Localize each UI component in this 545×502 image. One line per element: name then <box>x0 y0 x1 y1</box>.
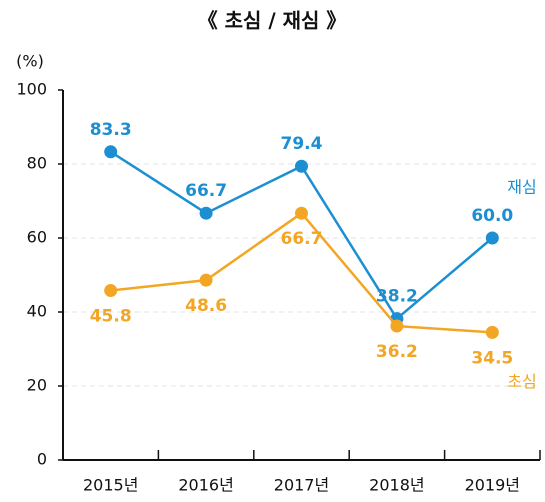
data-label: 83.3 <box>90 120 132 140</box>
x-tick-label: 2016년 <box>178 476 233 495</box>
data-label: 79.4 <box>281 134 323 154</box>
point <box>485 325 499 339</box>
y-axis-label: (%) <box>16 52 44 71</box>
data-label: 66.7 <box>185 181 227 201</box>
data-label: 60.0 <box>471 206 513 226</box>
point <box>295 159 308 173</box>
y-tick-label: 80 <box>27 154 47 173</box>
point <box>390 319 404 333</box>
x-tick-label: 2018년 <box>369 476 424 495</box>
point <box>199 273 213 287</box>
data-label: 36.2 <box>376 342 418 362</box>
chart-title: 《 초심 / 재심 》 <box>198 9 347 33</box>
y-tick-label: 60 <box>27 228 47 247</box>
legend-label: 재심 <box>507 178 536 197</box>
x-tick-label: 2019년 <box>465 476 520 495</box>
y-tick-label: 0 <box>37 450 47 469</box>
y-tick-label: 20 <box>27 376 47 395</box>
point <box>485 231 499 245</box>
data-label: 38.2 <box>376 287 418 307</box>
data-label: 66.7 <box>281 229 323 249</box>
point <box>104 284 118 298</box>
y-tick-label: 40 <box>27 302 47 321</box>
point <box>104 145 118 159</box>
data-label: 48.6 <box>185 296 227 316</box>
data-label: 34.5 <box>471 348 513 368</box>
x-tick-label: 2017년 <box>274 476 329 495</box>
point <box>295 206 308 220</box>
y-tick-label: 100 <box>16 80 47 99</box>
data-label: 45.8 <box>90 307 132 327</box>
legend-label: 초심 <box>507 372 536 391</box>
x-tick-label: 2015년 <box>83 476 138 495</box>
point <box>199 206 213 220</box>
